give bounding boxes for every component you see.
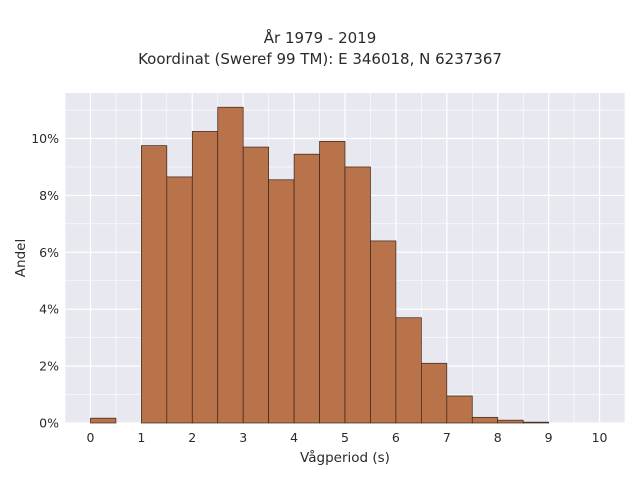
x-axis-ticks: 0 1 2 3 4 5 6 7 8 9 10 [86,430,607,445]
y-tick-label: 8% [39,188,59,203]
histogram-bar [446,395,473,424]
chart-title: År 1979 - 2019 [263,29,377,47]
histogram-bar [471,416,499,424]
x-tick-label: 4 [290,430,298,445]
x-tick-label: 6 [392,430,400,445]
histogram-bar [497,419,524,424]
x-tick-label: 3 [239,430,247,445]
histogram-bar [268,179,295,424]
x-tick-label: 5 [341,430,349,445]
chart-subtitle: Koordinat (Sweref 99 TM): E 346018, N 62… [138,50,502,68]
y-tick-label: 4% [39,302,59,317]
y-axis-ticks: 0% 2% 4% 6% 8% 10% [31,131,59,430]
bars [90,106,549,424]
x-tick-label: 0 [86,430,94,445]
y-tick-label: 0% [39,416,59,431]
x-tick-label: 7 [443,430,451,445]
histogram-bar [319,141,346,424]
histogram-bar [242,146,269,424]
histogram-bar [90,417,117,424]
x-tick-label: 9 [545,430,553,445]
histogram-bar [395,317,422,424]
x-tick-label: 2 [188,430,196,445]
histogram-bar [166,176,193,424]
histogram-bar [370,240,397,424]
x-axis-label: Vågperiod (s) [300,449,390,466]
histogram-bar [191,131,219,424]
x-tick-label: 8 [494,430,502,445]
y-tick-label: 6% [39,245,59,260]
x-tick-label: 10 [592,430,608,445]
histogram-bar [141,145,168,424]
histogram-bar [293,153,320,424]
x-tick-label: 1 [137,430,145,445]
histogram-bar [344,166,371,424]
histogram-bar [217,106,244,424]
histogram-bar [421,362,448,424]
y-tick-label: 10% [31,131,59,146]
histogram-bar [522,421,549,424]
y-axis-label: Andel [13,239,29,277]
y-tick-label: 2% [39,359,59,374]
